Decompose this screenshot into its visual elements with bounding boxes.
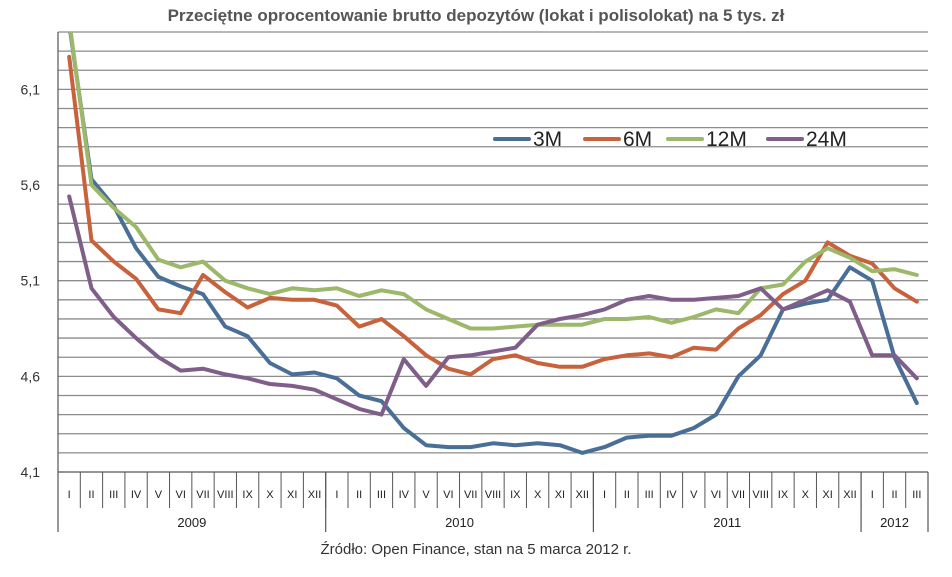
legend-label-3m: 3M	[533, 128, 562, 151]
x-tick-label: VI	[711, 489, 721, 501]
x-tick-label: XII	[576, 489, 589, 501]
x-tick-label: V	[690, 489, 698, 501]
x-tick-label: IX	[510, 489, 521, 501]
x-tick-label: VI	[443, 489, 453, 501]
x-tick-label: III	[912, 489, 921, 501]
x-tick-label: I	[871, 489, 874, 501]
x-tick-label: I	[335, 489, 338, 501]
x-tick-label: IV	[399, 489, 410, 501]
y-tick-label: 6,1	[21, 81, 41, 97]
x-tick-label: VII	[732, 489, 745, 501]
x-tick-label: X	[266, 489, 274, 501]
series-line-12m	[68, 32, 919, 331]
x-tick-label: II	[624, 489, 630, 501]
x-tick-label: XI	[822, 489, 832, 501]
x-tick-label: XII	[843, 489, 856, 501]
x-tick-label: II	[891, 489, 897, 501]
x-tick-label: IX	[778, 489, 789, 501]
x-tick-label: XII	[308, 489, 321, 501]
x-tick-label: I	[603, 489, 606, 501]
x-tick-label: VII	[464, 489, 477, 501]
x-tick-label: VIII	[485, 489, 502, 501]
y-tick-label: 5,6	[21, 177, 41, 193]
x-tick-label: VIII	[217, 489, 234, 501]
source-note: Źródło: Open Finance, stan na 5 marca 20…	[320, 541, 632, 558]
x-tick-label: III	[109, 489, 118, 501]
x-tick-label: IX	[242, 489, 253, 501]
year-label: 2009	[177, 515, 206, 530]
x-tick-label: VI	[175, 489, 185, 501]
x-tick-label: VII	[196, 489, 209, 501]
legend-label-6m: 6M	[623, 128, 652, 151]
x-tick-label: XI	[555, 489, 565, 501]
y-tick-label: 5,1	[21, 273, 41, 289]
x-tick-label: IV	[666, 489, 677, 501]
series-line-24m	[67, 194, 919, 417]
x-tick-label: III	[645, 489, 654, 501]
x-tick-label: II	[88, 489, 94, 501]
year-label: 2012	[880, 515, 909, 530]
year-label: 2010	[445, 515, 474, 530]
y-tick-label: 4,6	[21, 368, 41, 384]
x-tick-label: I	[68, 489, 71, 501]
x-tick-label: V	[422, 489, 430, 501]
year-label: 2011	[713, 515, 741, 530]
x-tick-label: XI	[287, 489, 297, 501]
x-tick-label: III	[377, 489, 386, 501]
legend-label-12m: 12M	[706, 128, 747, 151]
x-tick-label: VIII	[752, 489, 769, 501]
chart-title: Przeciętne oprocentowanie brutto depozyt…	[167, 6, 785, 25]
x-tick-label: IV	[131, 489, 142, 501]
x-tick-label: X	[802, 489, 810, 501]
x-tick-label: II	[356, 489, 362, 501]
x-tick-label: V	[155, 489, 163, 501]
y-tick-label: 4,1	[21, 464, 41, 480]
series-line-3m	[68, 32, 919, 455]
legend-label-24m: 24M	[806, 128, 847, 151]
x-tick-label: X	[534, 489, 542, 501]
